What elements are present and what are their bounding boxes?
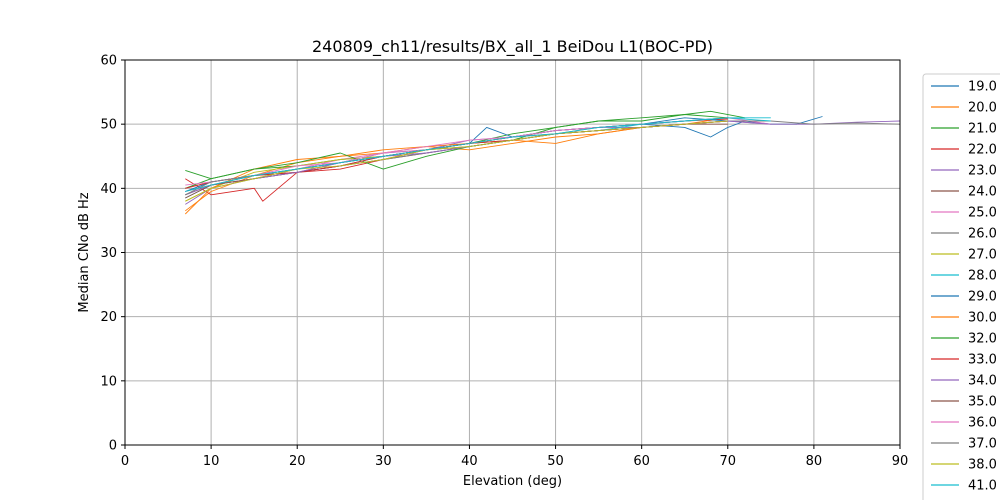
legend-label: 37.0 xyxy=(968,437,997,452)
y-tick-label: 50 xyxy=(100,118,117,133)
x-tick-label: 70 xyxy=(720,454,737,469)
x-tick-label: 90 xyxy=(892,454,909,469)
y-tick-label: 60 xyxy=(100,54,117,69)
legend-label: 19.0 xyxy=(968,80,997,95)
y-tick-label: 0 xyxy=(109,439,117,454)
x-tick-label: 20 xyxy=(289,454,306,469)
series-line-38.0 xyxy=(185,120,728,202)
x-axis-ticks: 0 10 20 30 40 50 60 70 80 90 xyxy=(121,445,908,469)
legend-label: 33.0 xyxy=(968,353,997,368)
x-tick-label: 50 xyxy=(547,454,564,469)
y-tick-label: 10 xyxy=(100,374,117,389)
y-axis-ticks: 0 10 20 30 40 50 60 xyxy=(100,54,125,454)
legend-label: 28.0 xyxy=(968,269,997,284)
legend-label: 23.0 xyxy=(968,164,997,179)
legend-label: 26.0 xyxy=(968,227,997,242)
x-tick-label: 80 xyxy=(806,454,823,469)
legend-label: 30.0 xyxy=(968,311,997,326)
legend-label: 25.0 xyxy=(968,206,997,221)
legend-frame xyxy=(922,73,1000,500)
legend-label: 20.0 xyxy=(968,101,997,116)
legend-label: 29.0 xyxy=(968,290,997,305)
legend-label: 27.0 xyxy=(968,248,997,263)
chart-title: 240809_ch11/results/BX_all_1 BeiDou L1(B… xyxy=(312,37,713,57)
legend-label: 38.0 xyxy=(968,458,997,473)
x-tick-label: 0 xyxy=(121,454,129,469)
y-tick-label: 40 xyxy=(100,182,117,197)
series-lines xyxy=(184,110,900,215)
y-tick-label: 30 xyxy=(100,246,117,261)
y-tick-label: 20 xyxy=(100,310,117,325)
legend: 19.0 20.0 21.0 22.0 23.0 24.0 25.0 26.0 27.0 28.0… xyxy=(922,73,1000,500)
y-axis-label: Median CNo dB Hz xyxy=(77,192,92,312)
legend-label: 41.0 xyxy=(968,479,997,494)
x-axis-label: Elevation (deg) xyxy=(463,474,562,489)
series-line-41.0 xyxy=(185,117,771,192)
legend-label: 32.0 xyxy=(968,332,997,347)
legend-label: 24.0 xyxy=(968,185,997,200)
plot-area xyxy=(184,110,900,215)
x-tick-label: 10 xyxy=(203,454,220,469)
legend-label: 22.0 xyxy=(968,143,997,158)
legend-label: 36.0 xyxy=(968,416,997,431)
series-line-32.0 xyxy=(185,114,728,189)
x-tick-label: 30 xyxy=(375,454,392,469)
legend-label: 21.0 xyxy=(968,122,997,137)
series-line-30.0 xyxy=(184,126,642,215)
legend-label: 34.0 xyxy=(968,374,997,389)
legend-label: 35.0 xyxy=(968,395,997,410)
x-tick-label: 60 xyxy=(633,454,650,469)
x-tick-label: 40 xyxy=(461,454,478,469)
